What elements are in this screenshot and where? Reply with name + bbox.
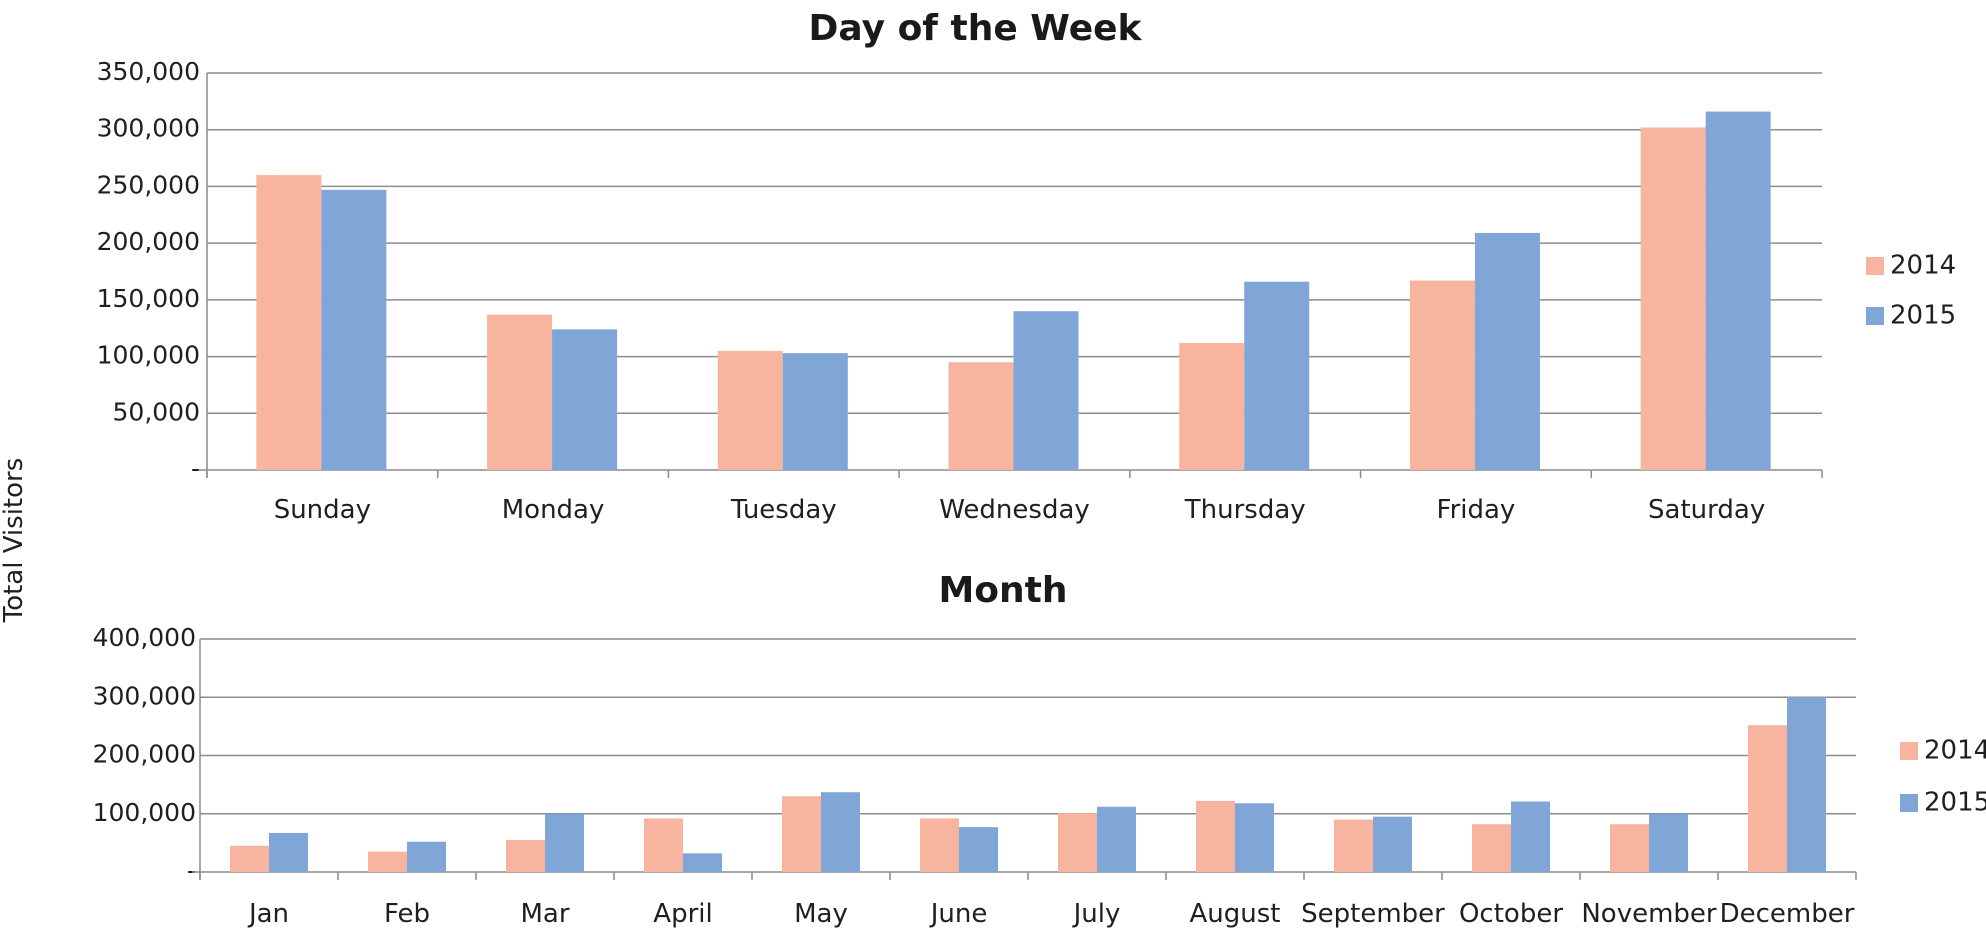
- dow-x-tick-label: Monday: [502, 495, 605, 525]
- month-bar-2015-feb: [407, 841, 446, 872]
- month-bar-2014-september: [1334, 819, 1373, 872]
- dow-bar-2014-thursday: [1179, 342, 1245, 470]
- month-legend-label-2015: 2015: [1924, 788, 1986, 818]
- dow-x-tick-label: Thursday: [1184, 495, 1306, 525]
- month-legend-swatch-2014: [1900, 742, 1918, 760]
- month-bar-2014-feb: [368, 851, 407, 872]
- month-bar-2014-mar: [506, 839, 545, 872]
- month-chart-title: Month: [938, 570, 1067, 611]
- month-x-tick-label: May: [794, 899, 848, 929]
- dow-bar-2015-thursday: [1244, 281, 1310, 470]
- dow-y-tick-label: 150,000: [97, 284, 200, 313]
- month-y-tick-label: 300,000: [93, 681, 196, 710]
- dow-legend-swatch-2015: [1866, 307, 1884, 325]
- dow-bar-2015-monday: [552, 329, 618, 470]
- dow-legend-label-2015: 2015: [1890, 301, 1956, 331]
- month-legend-label-2014: 2014: [1924, 736, 1986, 766]
- month-y-tick-label: 400,000: [93, 623, 196, 652]
- month-x-tick-label: August: [1190, 899, 1281, 929]
- dow-chart-title: Day of the Week: [809, 8, 1143, 49]
- dow-y-tick-label: 50,000: [113, 397, 200, 426]
- month-x-tick-label: Jan: [247, 899, 289, 929]
- dow-bar-2015-saturday: [1705, 111, 1771, 471]
- month-x-tick-label: Feb: [384, 899, 430, 929]
- dow-y-tick-label: 100,000: [97, 341, 200, 370]
- dow-x-tick-label: Wednesday: [939, 495, 1090, 525]
- month-bar-2014-december: [1748, 725, 1787, 872]
- month-bar-2014-june: [920, 818, 959, 872]
- month-y-tick-label: 100,000: [93, 798, 196, 827]
- dow-bar-2014-saturday: [1640, 127, 1706, 471]
- dow-legend-label-2014: 2014: [1890, 251, 1956, 281]
- dow-y-tick-label: 350,000: [97, 57, 200, 86]
- dow-bar-2015-wednesday: [1013, 311, 1079, 470]
- dow-y-tick-label: -: [191, 454, 200, 483]
- month-x-tick-label: Mar: [520, 899, 569, 929]
- month-bar-2015-jan: [269, 832, 308, 872]
- dow-y-tick-label: 250,000: [97, 170, 200, 199]
- dow-legend-swatch-2014: [1866, 257, 1884, 275]
- dow-bar-2014-sunday: [256, 175, 322, 471]
- month-bar-2015-september: [1373, 816, 1412, 872]
- dow-x-tick-label: Saturday: [1648, 495, 1765, 525]
- month-bar-2015-october: [1511, 801, 1550, 872]
- month-y-tick-label: -: [187, 856, 196, 885]
- month-x-tick-label: October: [1459, 899, 1563, 929]
- shared-y-axis-label: Total Visitors: [0, 458, 29, 624]
- month-x-tick-label: December: [1720, 899, 1855, 929]
- month-chart: Month - 100,000 200,000 300,000 400,000 Jan Feb…: [93, 570, 1986, 929]
- month-bar-2015-july: [1097, 806, 1136, 872]
- month-bar-2015-december: [1787, 697, 1826, 872]
- dow-bar-2014-wednesday: [948, 362, 1014, 470]
- month-legend-swatch-2015: [1900, 794, 1918, 812]
- dow-bar-2015-tuesday: [782, 353, 848, 470]
- dow-x-tick-label: Tuesday: [730, 495, 837, 525]
- month-bar-2015-august: [1235, 803, 1274, 872]
- month-bar-2014-april: [644, 818, 683, 872]
- month-bar-2014-july: [1058, 813, 1097, 872]
- month-bar-2015-mar: [545, 813, 584, 872]
- month-y-tick-label: 200,000: [93, 740, 196, 769]
- month-bar-2015-june: [959, 827, 998, 872]
- month-bar-2014-jan: [230, 845, 269, 872]
- dow-x-tick-label: Sunday: [274, 495, 371, 525]
- dow-bar-2014-tuesday: [717, 350, 783, 470]
- dow-y-tick-label: 300,000: [97, 114, 200, 143]
- dow-bar-2015-friday: [1474, 232, 1540, 470]
- month-bar-2015-april: [683, 853, 722, 872]
- month-x-tick-label: November: [1581, 899, 1717, 929]
- month-x-tick-label: April: [653, 899, 712, 929]
- dow-y-tick-label: 200,000: [97, 227, 200, 256]
- month-x-tick-label: June: [929, 899, 988, 929]
- dow-bar-2015-sunday: [321, 189, 387, 470]
- dow-bar-2014-monday: [487, 314, 553, 470]
- dow-x-tick-label: Friday: [1437, 495, 1516, 525]
- month-bar-2014-october: [1472, 824, 1511, 872]
- month-bar-2014-august: [1196, 800, 1235, 872]
- day-of-week-chart: Day of the Week - 50,000 100,000 150,000 200,…: [97, 8, 1957, 525]
- month-bar-2015-november: [1649, 813, 1688, 872]
- month-bar-2015-may: [821, 792, 860, 872]
- month-x-tick-label: September: [1301, 899, 1445, 929]
- month-x-tick-label: July: [1072, 899, 1121, 929]
- dow-bar-2014-friday: [1409, 280, 1475, 470]
- month-bar-2014-november: [1610, 824, 1649, 872]
- month-bar-2014-may: [782, 796, 821, 872]
